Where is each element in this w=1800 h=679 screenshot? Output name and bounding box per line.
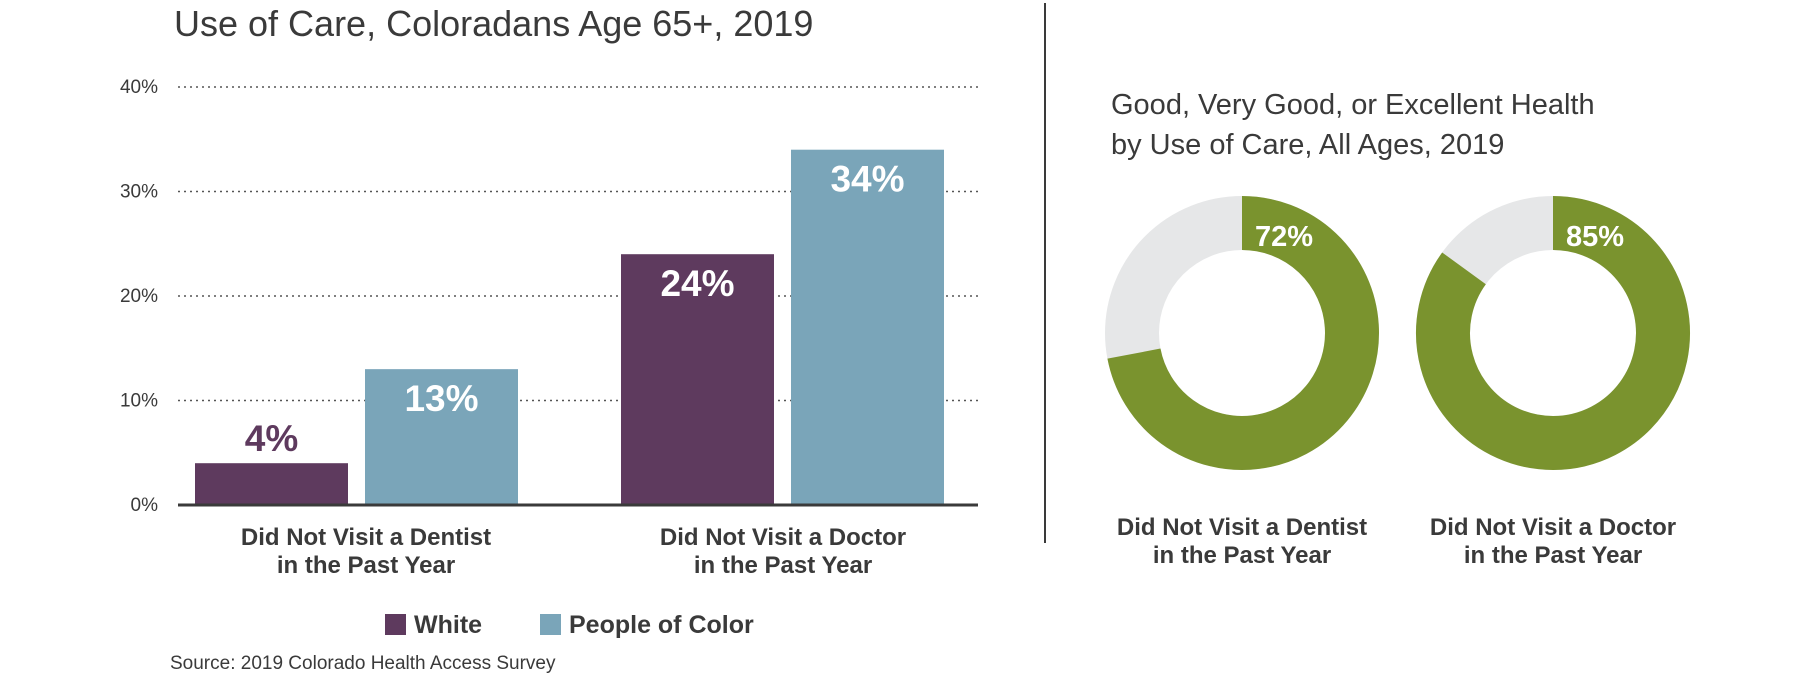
x-category-label: Did Not Visit a Doctor	[660, 524, 906, 551]
bar-data-label: 13%	[404, 378, 478, 419]
bar	[621, 254, 774, 505]
donut-value-label: 72%	[1255, 221, 1313, 253]
y-tick-label: 30%	[120, 182, 158, 203]
bar	[195, 463, 348, 505]
donut-title-line: Good, Very Good, or Excellent Health	[1111, 89, 1595, 121]
y-tick-label: 20%	[120, 286, 158, 307]
x-category-label: Did Not Visit a Dentist	[241, 524, 491, 551]
bar-data-label: 34%	[830, 159, 904, 200]
bar-chart-y-axis: 0% 10% 20% 30% 40%	[120, 77, 158, 516]
donut-category-label: in the Past Year	[1464, 542, 1642, 569]
donut-title-line: by Use of Care, All Ages, 2019	[1111, 129, 1504, 161]
bar	[365, 369, 518, 505]
y-tick-label: 40%	[120, 77, 158, 98]
donut-value-label: 85%	[1566, 221, 1624, 253]
bar-data-label: 24%	[660, 263, 734, 304]
bar-data-label: 4%	[245, 418, 298, 459]
donut-category-label: Did Not Visit a Dentist	[1117, 514, 1367, 541]
legend-swatch	[385, 614, 406, 635]
y-tick-label: 0%	[131, 495, 159, 516]
bar	[791, 149, 944, 505]
donut-chart-title: Good, Very Good, or Excellent Health by U…	[1111, 89, 1595, 161]
legend-swatch	[540, 614, 561, 635]
bar-chart-legend: White People of Color	[385, 611, 754, 639]
donut-category-label: Did Not Visit a Doctor	[1430, 514, 1676, 541]
donut-value-arc	[1416, 196, 1690, 470]
legend-label: People of Color	[569, 611, 754, 639]
x-category-label: in the Past Year	[694, 552, 872, 579]
bar-chart-bars: 4% 24% 13% 34%	[195, 149, 944, 505]
bar-chart-title: Use of Care, Coloradans Age 65+, 2019	[174, 3, 813, 44]
donut-category-label: in the Past Year	[1153, 542, 1331, 569]
x-category-label: in the Past Year	[277, 552, 455, 579]
source-note: Source: 2019 Colorado Health Access Surv…	[170, 653, 556, 674]
donut-value-arc	[1107, 196, 1379, 470]
y-tick-label: 10%	[120, 391, 158, 412]
legend-label: White	[414, 611, 482, 639]
